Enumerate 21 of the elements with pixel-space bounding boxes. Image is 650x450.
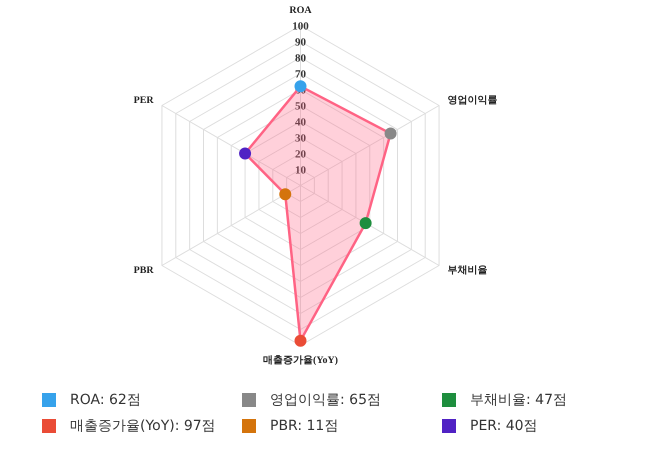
text: ROA: 62점 [70,391,141,410]
spoke-label: PER [134,95,154,106]
y-tick-label: 90 [295,36,306,48]
y-tick-label: 80 [295,52,306,64]
y-tick-label: 50 [295,100,306,112]
text: PER: 40점 [470,417,538,436]
text: 부채비율: 47점 [470,391,567,410]
y-tick-label: 30 [295,132,306,144]
y-tick-label: 40 [295,116,306,128]
spoke-label: 영업이익률 [447,95,498,106]
text: 영업이익률: 65점 [270,391,381,410]
spoke-label: 매출증가율(YoY) [263,355,338,366]
y-tick-label: 10 [295,164,306,176]
spoke-label: 부채비율 [447,264,488,276]
y-tick-label: 20 [295,148,306,160]
text: PBR: 11점 [270,417,338,436]
y-tick-label: 70 [295,68,306,80]
y-tick-label: 100 [292,20,310,32]
spoke-label: PBR [134,264,154,276]
spoke-label: ROA [289,4,312,16]
text: 매출증가율(YoY): 97점 [70,417,216,436]
